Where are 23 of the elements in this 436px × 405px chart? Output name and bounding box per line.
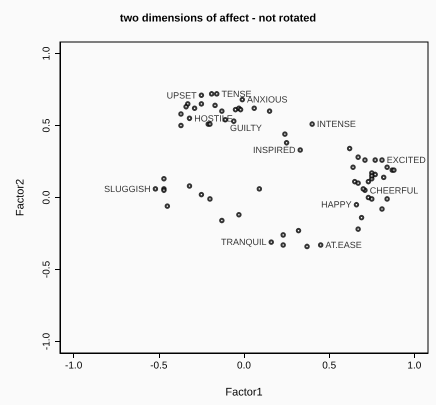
x-tick-label: -1.0 xyxy=(65,360,83,372)
data-label: INTENSE xyxy=(316,119,356,130)
y-axis-title: Factor2 xyxy=(14,178,26,216)
data-label: AT.EASE xyxy=(325,240,362,250)
y-tick-label: -0.5 xyxy=(42,260,52,278)
data-label: UPSET xyxy=(166,90,198,100)
data-label: HAPPY xyxy=(321,200,352,210)
x-tick-label: 0.5 xyxy=(322,360,337,372)
data-label: GUILTY xyxy=(230,122,262,133)
y-tick-label: 0.0 xyxy=(42,190,52,204)
data-label: TRANQUIL xyxy=(220,237,267,248)
data-label: INSPIRED xyxy=(252,144,296,155)
data-label: EXCITED xyxy=(386,155,426,166)
x-tick-label: 0.0 xyxy=(237,360,252,372)
y-tick-label: 0.5 xyxy=(42,118,52,132)
y-tick-label: -1.0 xyxy=(42,332,52,350)
y-tick-label: 1.0 xyxy=(42,46,52,60)
x-tick-label: -0.5 xyxy=(150,360,168,372)
data-label: SLUGGISH xyxy=(104,184,151,194)
x-tick-label: 1.0 xyxy=(407,360,422,372)
x-axis-title: Factor1 xyxy=(225,386,263,398)
data-label: CHEERFUL xyxy=(370,185,418,196)
chart-title: two dimensions of affect - not rotated xyxy=(120,12,316,24)
